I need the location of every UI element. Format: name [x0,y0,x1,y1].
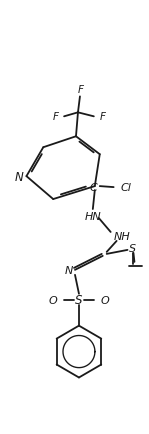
Text: HN: HN [84,211,101,221]
Text: F: F [100,112,106,122]
Text: NH: NH [114,231,131,241]
Text: Cl: Cl [120,183,131,193]
Text: O: O [49,295,58,305]
Text: S: S [75,293,83,306]
Text: N: N [15,170,24,183]
Text: O: O [100,295,109,305]
Text: N: N [65,265,73,275]
Text: F: F [53,112,59,122]
Text: F: F [78,85,84,95]
Text: C: C [90,183,98,193]
Text: S: S [129,243,136,253]
